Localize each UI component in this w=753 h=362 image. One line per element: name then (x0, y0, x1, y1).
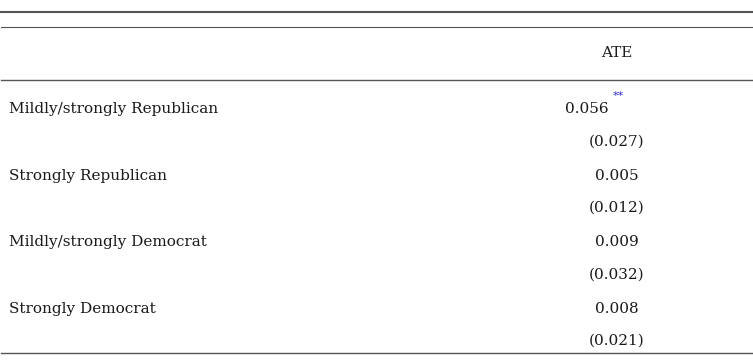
Text: **: ** (613, 90, 624, 101)
Text: Mildly/strongly Republican: Mildly/strongly Republican (9, 102, 218, 116)
Text: 0.008: 0.008 (595, 302, 639, 316)
Text: 0.005: 0.005 (595, 169, 639, 182)
Text: ATE: ATE (601, 46, 633, 60)
Text: (0.012): (0.012) (589, 201, 645, 215)
Text: (0.027): (0.027) (589, 135, 645, 148)
Text: Mildly/strongly Democrat: Mildly/strongly Democrat (9, 235, 207, 249)
Text: (0.032): (0.032) (589, 268, 645, 281)
Text: Strongly Republican: Strongly Republican (9, 169, 167, 182)
Text: 0.056: 0.056 (566, 102, 609, 116)
Text: (0.021): (0.021) (589, 334, 645, 348)
Text: 0.009: 0.009 (595, 235, 639, 249)
Text: Strongly Democrat: Strongly Democrat (9, 302, 156, 316)
